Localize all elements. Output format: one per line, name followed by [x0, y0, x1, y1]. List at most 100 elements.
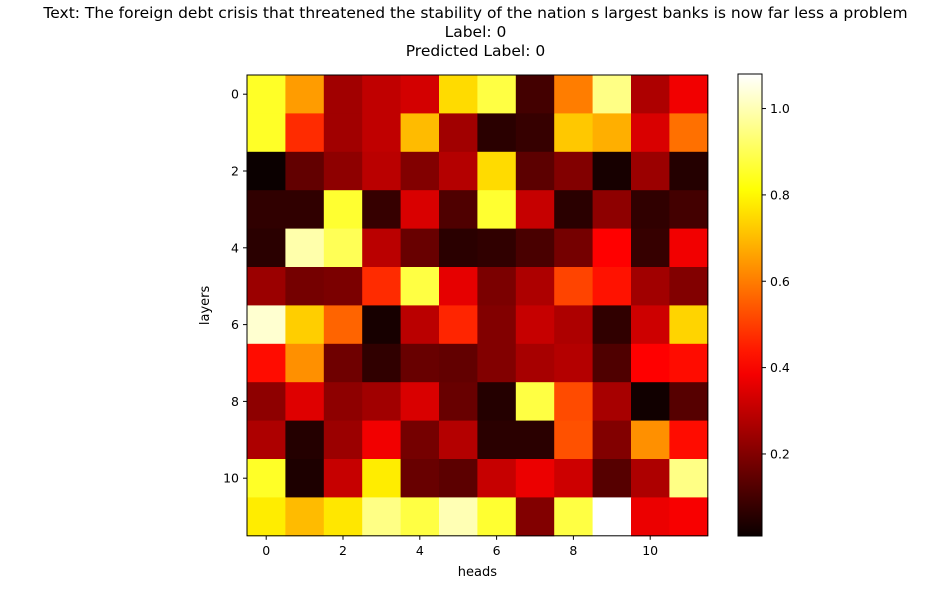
heatmap-cell	[554, 305, 594, 345]
heatmap-cell	[631, 151, 670, 191]
heatmap-cell	[247, 267, 286, 306]
heatmap-cell	[439, 75, 478, 114]
heatmap-cell	[515, 459, 555, 498]
heatmap-cell	[323, 75, 363, 114]
colorbar-tick-label: 0.2	[770, 446, 790, 461]
heatmap-cell	[285, 267, 325, 306]
heatmap-cell	[439, 190, 478, 230]
heatmap-cell	[400, 228, 440, 268]
heatmap-cell	[669, 228, 709, 268]
heatmap-cell	[285, 113, 325, 153]
heatmap-cell	[515, 228, 555, 268]
heatmap-cell	[477, 113, 517, 153]
heatmap-cell	[323, 228, 363, 268]
x-axis-ticks: 0 2 4 6 8 10	[262, 535, 658, 558]
heatmap-cell	[669, 113, 709, 153]
heatmap-cell	[439, 497, 478, 537]
y-axis-ticks: 0 2 4 6 8 10	[223, 87, 247, 486]
heatmap-cell	[592, 497, 632, 537]
heatmap-cell	[285, 190, 325, 230]
heatmap-cell	[631, 497, 670, 537]
heatmap-cell	[631, 343, 670, 383]
heatmap-cell	[554, 151, 594, 191]
heatmap-cell	[515, 497, 555, 537]
heatmap-cell	[631, 190, 670, 230]
heatmap-cell	[554, 459, 594, 498]
heatmap-cell	[247, 75, 286, 114]
heatmap-cell	[362, 420, 402, 460]
title-line-label: Label: 0	[444, 23, 507, 41]
heatmap-cell	[669, 75, 709, 114]
heatmap-cell	[247, 151, 286, 191]
heatmap-cell	[247, 343, 286, 383]
heatmap-cell	[515, 305, 555, 345]
heatmap-cell	[362, 459, 402, 498]
heatmap-cell	[592, 113, 632, 153]
heatmap-cell	[554, 267, 594, 306]
x-tick-label: 2	[339, 543, 347, 558]
colorbar-tick-label: 1.0	[770, 101, 790, 116]
heatmap-cell	[362, 75, 402, 114]
heatmap-cell	[477, 343, 517, 383]
heatmap-cell	[592, 459, 632, 498]
heatmap-cell	[669, 343, 709, 383]
heatmap-cell	[477, 267, 517, 306]
y-tick-label: 0	[231, 87, 239, 102]
heatmap-cell	[400, 497, 440, 537]
x-tick-label: 8	[569, 543, 577, 558]
heatmap-cell	[477, 151, 517, 191]
heatmap-cell	[439, 382, 478, 422]
heatmap-cell	[669, 267, 709, 306]
heatmap-cell	[554, 382, 594, 422]
heatmap-cell	[631, 382, 670, 422]
y-tick-label: 2	[231, 164, 239, 179]
chart-title: Text: The foreign debt crisis that threa…	[0, 4, 951, 61]
heatmap-cell	[400, 75, 440, 114]
heatmap-cell	[285, 75, 325, 114]
heatmap-cell	[669, 459, 709, 498]
heatmap-cell	[592, 190, 632, 230]
heatmap-cell	[323, 497, 363, 537]
heatmap-cell	[439, 228, 478, 268]
y-tick-label: 6	[231, 317, 239, 332]
colorbar-tick-label: 0.8	[770, 187, 790, 202]
plot-frame	[246, 74, 709, 537]
heatmap-cell	[554, 343, 594, 383]
heatmap-cell	[554, 420, 594, 460]
heatmap-cell	[515, 151, 555, 191]
heatmap-cell	[477, 190, 517, 230]
heatmap-cell	[247, 228, 286, 268]
heatmap-cell	[362, 228, 402, 268]
heatmap-cell	[323, 459, 363, 498]
heatmap-cell	[477, 382, 517, 422]
heatmap-cell	[439, 151, 478, 191]
heatmap-cell	[247, 459, 286, 498]
x-tick-label: 4	[416, 543, 424, 558]
heatmap-cell	[323, 267, 363, 306]
heatmap-cell	[554, 228, 594, 268]
heatmap-cell	[669, 497, 709, 537]
heatmap-cell	[400, 151, 440, 191]
heatmap-cell	[592, 343, 632, 383]
x-tick-label: 0	[262, 543, 270, 558]
title-line-text: Text: The foreign debt crisis that threa…	[43, 4, 908, 22]
heatmap-cell	[515, 343, 555, 383]
heatmap-cell	[439, 305, 478, 345]
heatmap-cell	[477, 75, 517, 114]
heatmap-cell	[362, 343, 402, 383]
heatmap-cell	[515, 420, 555, 460]
heatmap-cell	[247, 420, 286, 460]
heatmap-cell	[323, 420, 363, 460]
heatmap-cell	[285, 459, 325, 498]
heatmap-cell	[400, 305, 440, 345]
colorbar-tick-label: 0.4	[770, 360, 790, 375]
heatmap-cell	[554, 75, 594, 114]
heatmap-cell	[362, 382, 402, 422]
heatmap-cell	[285, 420, 325, 460]
heatmap-cell	[439, 267, 478, 306]
heatmap-cell	[362, 305, 402, 345]
heatmap-cell	[515, 382, 555, 422]
y-tick-label: 4	[231, 240, 239, 255]
heatmap-cell	[400, 459, 440, 498]
